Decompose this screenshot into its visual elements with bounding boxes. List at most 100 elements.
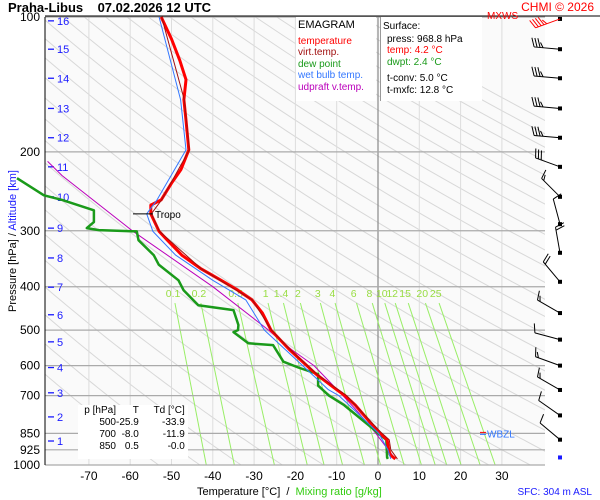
wbzl-label: WBZL [487,429,515,440]
wind-barb [554,222,565,255]
series-dew-point-line [16,177,389,460]
mixing-ratio-label: 2 [295,288,301,300]
altitude-tick-label: 3 [57,388,63,400]
dry-adiabat [190,17,545,235]
wind-barb [535,347,562,368]
wind-barb-half [536,351,539,358]
legend-updraft: udpraft v.temp. [298,81,364,93]
surface-tmxfc: t-mxfc: 12.8 °C [387,84,454,96]
pressure-tick-label: 600 [20,359,40,373]
series-wet-bulb-temp-line [146,16,392,460]
dry-adiabat [62,17,545,335]
y-axis-label: Pressure [hPa] / Altitude [km] [7,170,19,312]
mxws-label: MXWS [487,11,519,22]
wind-barb-shaft [535,157,561,168]
wind-barb-full [544,255,551,265]
pressure-tick-label: 100 [20,10,40,24]
wind-barb-half [542,19,548,25]
wind-barb-shaft [542,261,561,283]
temperature-tick-label: -40 [204,469,222,483]
dry-adiabat [169,17,545,251]
dry-adiabat [126,17,545,283]
wind-barb-half [540,130,544,137]
wind-barb-shaft [552,198,561,225]
calm-wind-marker [558,455,562,460]
wind-barb-full [536,290,540,301]
surface-elevation: SFC: 304 m ASL [517,487,592,498]
copyright: CHMI © 2026 [521,0,594,14]
wind-barb-full [529,20,536,29]
wind-barb [529,16,562,29]
mixing-ratio-label: 25 [430,288,442,300]
sounding-datetime: 07.02.2026 12 UTC [97,0,212,15]
dry-adiabat [148,17,545,267]
wind-barb-full [538,391,542,401]
wind-barb [531,96,562,111]
temperature-tick-label: -10 [328,469,346,483]
pressure-tick-label: 925 [20,443,40,457]
altitude-tick-label: 14 [57,73,69,85]
altitude-tick-label: 6 [57,310,63,322]
mixing-ratio-label: 0.1 [166,288,181,300]
wind-barb-shaft [534,46,561,50]
mixing-ratio-label: 12 [386,288,398,300]
table-row: 700 -8.0 -11.9 [99,429,185,441]
altitude-tick-label: 12 [57,133,69,145]
surface-temp: temp: 4.2 °C [387,45,443,56]
wind-barb-half [540,42,544,48]
surface-dwpt: dwpt: 2.4 °C [387,56,442,68]
altitude-tick-label: 9 [57,223,63,235]
mixing-ratio-label: 0.2 [192,288,207,300]
levels-table: p [hPa] T Td [°C] 500 -25.9 -33.9 700 -8.0-… [78,405,188,459]
wind-barb-full [536,367,540,378]
temperature-tick-label: 20 [454,469,468,483]
wind-barb [542,253,562,284]
wind-barb-full [533,323,536,333]
wind-barb-full [531,37,535,48]
wind-barb-full [539,413,545,424]
dry-adiabat [45,19,545,353]
series-virt-temp-line [150,16,398,460]
mixing-ratio-label: 10 [376,288,388,300]
dry-adiabat [212,17,545,220]
wind-barb-shaft [535,18,561,29]
wind-barb-full [537,38,541,48]
wind-barb-full [552,193,562,200]
x-axis-label: Temperature [°C] / Mixing ratio [g/kg] [197,486,382,498]
dry-adiabat [233,17,545,205]
wind-barb-full [537,17,545,26]
legend-virt-temp: virt.temp. [298,47,340,58]
table-header: p [hPa] T Td [°C] [84,405,185,417]
wind-barb-shaft [534,105,561,109]
surface-press: press: 968.8 hPa [387,33,463,45]
wind-barb-full [541,169,547,179]
wind-barb-half [540,101,544,108]
wind-barb-shaft [537,376,561,391]
wind-barb-full [531,126,535,136]
wind-barb-shaft [554,227,561,253]
dry-adiabat [45,57,545,391]
wind-barb-full [555,222,565,228]
wind-barb-shaft [534,75,561,79]
wind-barb [536,367,562,392]
wind-barb-full [534,66,538,77]
wind-barb [536,290,562,316]
series-udpraft-v-temp-line [47,161,396,460]
altitude-tick-label: 7 [57,282,63,294]
wind-barb-full [534,37,538,48]
altitude-tick-label: 16 [57,16,69,28]
mixing-ratio-label: 20 [416,288,428,300]
wind-barb-shaft [539,422,561,441]
pressure-tick-label: 400 [20,280,40,294]
wind-barb-full [534,126,538,136]
wind-barb [539,413,562,442]
temperature-tick-label: 0 [375,469,382,483]
wind-barb-full [531,66,535,77]
altitude-tick-label: 8 [57,253,63,265]
wind-barb-full [537,67,541,77]
altitude-tick-label: 5 [57,337,63,349]
chart-title: Praha-Libus 07.02.2026 12 UTC [8,0,211,15]
wind-barb [541,169,562,199]
mixing-ratio-label: 8 [366,288,372,300]
